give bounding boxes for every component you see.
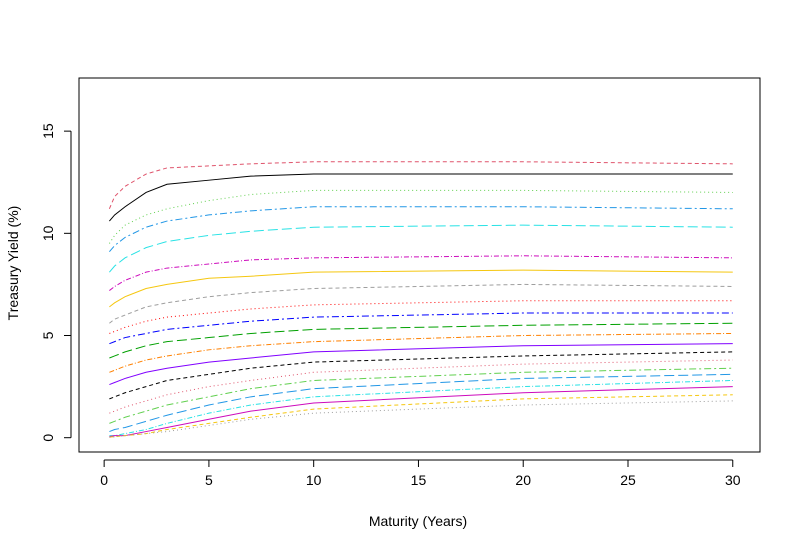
yield-curve-line [109,359,733,414]
x-axis-title: Maturity (Years) [369,513,467,529]
x-tick-label: 0 [100,472,108,488]
yield-curve-line [108,189,733,244]
plot-frame [78,77,761,453]
yield-curve-line [109,351,733,400]
yield-curve-line [109,386,733,438]
yield-curve-line [109,379,733,437]
x-tick-label: 5 [205,472,213,488]
yield-curve-line [109,373,733,433]
yield-curve-line [109,332,733,373]
x-tick-label: 20 [515,472,531,488]
yield-curve-line [109,394,733,438]
yield-curve-line [109,224,733,273]
yield-curve-line [109,367,733,424]
yield-curve-line [109,269,733,308]
y-axis: 0 5 10 15 [40,123,72,442]
x-tick-label: 10 [306,472,322,488]
yield-curve-line [109,206,733,253]
x-axis: 0 5 10 15 20 25 30 [100,459,741,488]
y-tick-label: 5 [40,331,56,339]
x-tick-label: 25 [620,472,636,488]
yield-curve-line [109,300,733,334]
x-tick-label: 30 [725,472,741,488]
y-tick-label: 0 [40,434,56,442]
x-tick-label: 15 [411,472,427,488]
yield-curve-line [109,343,733,386]
yield-curve-lines [108,161,733,438]
yield-curve-line [109,322,733,359]
yield-curve-line [109,255,733,291]
y-tick-label: 10 [40,225,56,241]
yield-curve-line [109,173,733,222]
y-axis-title: Treasury Yield (%) [5,206,21,321]
y-tick-label: 15 [40,123,56,139]
yield-curve-line [109,312,733,345]
yield-curve-line [108,161,733,209]
yield-curve-line [109,283,733,324]
yield-curve-line [109,400,733,438]
